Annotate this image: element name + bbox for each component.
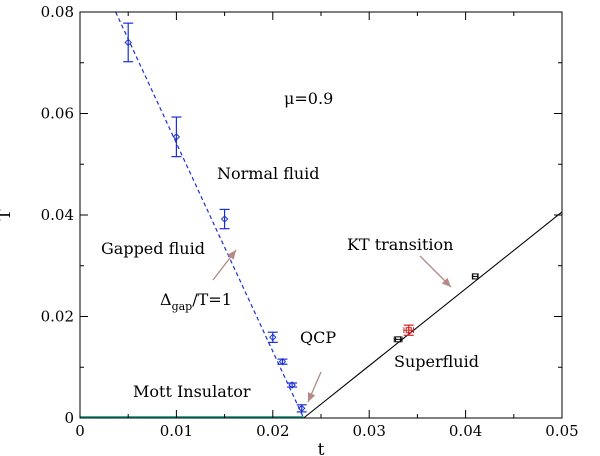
y-tick-label: 0.02 bbox=[41, 308, 74, 326]
x-tick-label: 0.04 bbox=[449, 422, 482, 440]
y-tick-label: 0.06 bbox=[41, 105, 74, 123]
qcp-arrow-head bbox=[307, 392, 316, 402]
annotation-qcp: QCP bbox=[300, 328, 336, 347]
delta-gap-arrow-head bbox=[227, 250, 236, 260]
gapped-data-point bbox=[298, 404, 306, 413]
y-axis-title: T bbox=[0, 209, 15, 221]
x-tick-label: 0 bbox=[75, 422, 85, 440]
delta-subscript: gap bbox=[172, 300, 193, 313]
annotation-mu: μ=0.9 bbox=[284, 89, 333, 108]
chart-marks bbox=[80, 11, 563, 419]
axis-ticks: 0 0.01 0.02 0.03 0.04 0.05 0 0.02 0.04 0.06 0.08 bbox=[41, 3, 579, 440]
gapped-data-point bbox=[269, 333, 277, 342]
delta-symbol: Δ bbox=[160, 290, 172, 309]
x-tick-label: 0.02 bbox=[256, 422, 289, 440]
kt-transition-arrow-head bbox=[441, 277, 451, 287]
x-axis-title: t bbox=[318, 440, 325, 456]
gapped-data-point bbox=[220, 215, 229, 223]
annotation-delta-gap: Δgap/T=1 bbox=[160, 290, 232, 313]
annotation-kt-transition: KT transition bbox=[347, 235, 453, 254]
gapped-data-point bbox=[124, 38, 132, 47]
annotation-normal-fluid: Normal fluid bbox=[217, 164, 320, 183]
kt-highlight-point bbox=[405, 327, 412, 334]
annotation-gapped-fluid: Gapped fluid bbox=[101, 239, 205, 258]
kt-fit-line bbox=[303, 211, 563, 419]
gapped-data-point bbox=[288, 381, 296, 389]
y-tick-label: 0 bbox=[64, 409, 74, 427]
x-tick-label: 0.03 bbox=[352, 422, 385, 440]
x-tick-label: 0.01 bbox=[160, 422, 193, 440]
annotation-mott-insulator: Mott Insulator bbox=[133, 382, 251, 401]
gapped-data-point bbox=[172, 133, 181, 141]
kt-data-point bbox=[395, 336, 402, 343]
plot-frame bbox=[79, 11, 563, 419]
gapped-data-point bbox=[278, 357, 287, 366]
gapped-fit-line bbox=[115, 11, 305, 419]
kt-data-point bbox=[472, 273, 479, 280]
y-tick-label: 0.04 bbox=[41, 206, 74, 224]
annotation-superfluid: Superfluid bbox=[394, 352, 479, 371]
delta-ratio: /T=1 bbox=[192, 290, 232, 309]
y-tick-label: 0.08 bbox=[41, 3, 74, 21]
x-tick-label: 0.05 bbox=[545, 422, 578, 440]
